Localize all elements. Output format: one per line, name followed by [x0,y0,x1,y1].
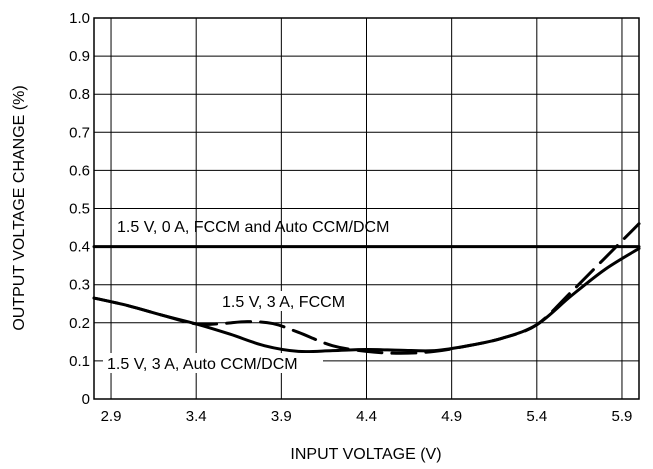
series-label-bg-3 [103,353,323,373]
x-tick-label: 3.4 [186,408,207,425]
x-tick-label: 4.4 [356,408,377,425]
y-tick-label: 0.9 [69,48,90,65]
y-tick-label: 1.0 [69,10,90,27]
series-label-fccm-3a: 1.5 V, 3 A, FCCM [222,294,345,311]
y-tick-label: 0.4 [69,239,90,256]
series-line-auto-3a [92,247,641,354]
y-tick-label: 0.5 [69,201,90,218]
y-tick-label: 0 [82,391,90,408]
y-tick-label: 0.7 [69,124,90,141]
series-label-auto-3a: 1.5 V, 3 A, Auto CCM/DCM [107,356,298,373]
x-tick-label: 3.9 [271,408,292,425]
series-label-fccm-0a: 1.5 V, 0 A, FCCM and Auto CCM/DCM [117,219,389,236]
y-tick-label: 0.2 [69,315,90,332]
x-tick-label: 4.9 [441,408,462,425]
x-tick-label: 5.9 [612,408,633,425]
y-tick-label: 0.3 [69,277,90,294]
x-axis-title: INPUT VOLTAGE (V) [290,446,441,463]
y-tick-label: 0.1 [69,353,90,370]
ticks-layer: 0 0.1 0.2 0.3 0.4 0.5 0.6 0.7 0.8 0.9 1.0 2.9 3.4 3.9… [69,10,632,425]
y-tick-label: 0.8 [69,86,90,103]
grid-layer [94,18,639,399]
y-tick-label: 0.6 [69,162,90,179]
series-label-bg-2 [218,291,334,311]
annotation-layer: 1.5 V, 0 A, FCCM and Auto CCM/DCM 1.5 V,… [103,219,389,373]
x-tick-label: 2.9 [101,408,122,425]
plot-frame [93,17,640,400]
x-tick-label: 5.4 [526,408,547,425]
series-layer [92,222,641,355]
y-axis-title: OUTPUT VOLTAGE CHANGE (%) [11,85,28,330]
